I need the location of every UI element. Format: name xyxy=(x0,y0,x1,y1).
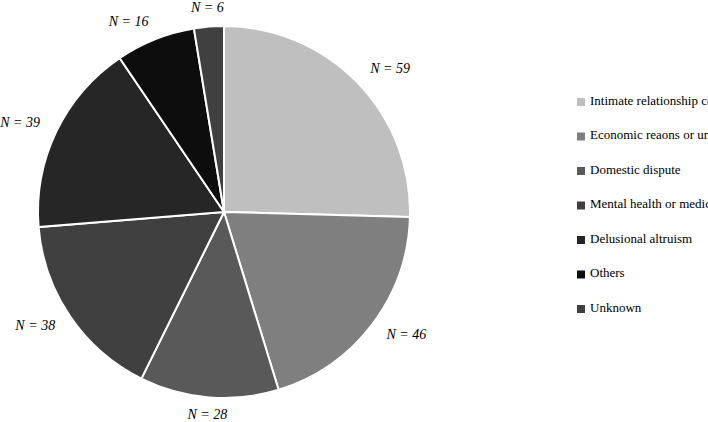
legend-swatch xyxy=(577,133,585,141)
data-label: N = 39 xyxy=(0,115,40,130)
legend-label: Unknown xyxy=(590,300,642,315)
pie-slice xyxy=(39,212,224,379)
slices xyxy=(38,26,410,398)
legend-swatch xyxy=(577,236,585,244)
data-label: N = 38 xyxy=(14,318,55,333)
data-label: N = 46 xyxy=(385,327,426,342)
data-labels: N = 59 N = 46 N = 28 N = 38 N = 39 N = 16 N = … xyxy=(0,0,426,422)
legend-label: Others xyxy=(590,265,625,280)
legend: Intimate relationship conflicts Economic … xyxy=(577,93,708,315)
legend-label: Intimate relationship conflicts xyxy=(590,93,708,108)
legend-swatch xyxy=(577,271,585,279)
legend-label: Delusional altruism xyxy=(590,231,692,246)
pie-slice xyxy=(224,26,410,217)
legend-label: Economic reaons or unemployment xyxy=(590,127,708,142)
legend-swatch xyxy=(577,98,585,106)
legend-label: Mental health or medical reasons xyxy=(590,196,708,211)
pie-slice xyxy=(194,26,224,212)
data-label: N = 59 xyxy=(369,61,410,76)
data-label: N = 28 xyxy=(187,407,228,422)
legend-swatch xyxy=(577,167,585,175)
legend-label: Domestic dispute xyxy=(590,162,681,177)
chart: N = 59 N = 46 N = 28 N = 38 N = 39 N = 16 N = … xyxy=(0,0,708,422)
legend-swatch xyxy=(577,202,585,210)
data-label: N = 16 xyxy=(108,14,149,29)
data-label: N = 6 xyxy=(190,0,224,15)
legend-swatch xyxy=(577,305,585,313)
